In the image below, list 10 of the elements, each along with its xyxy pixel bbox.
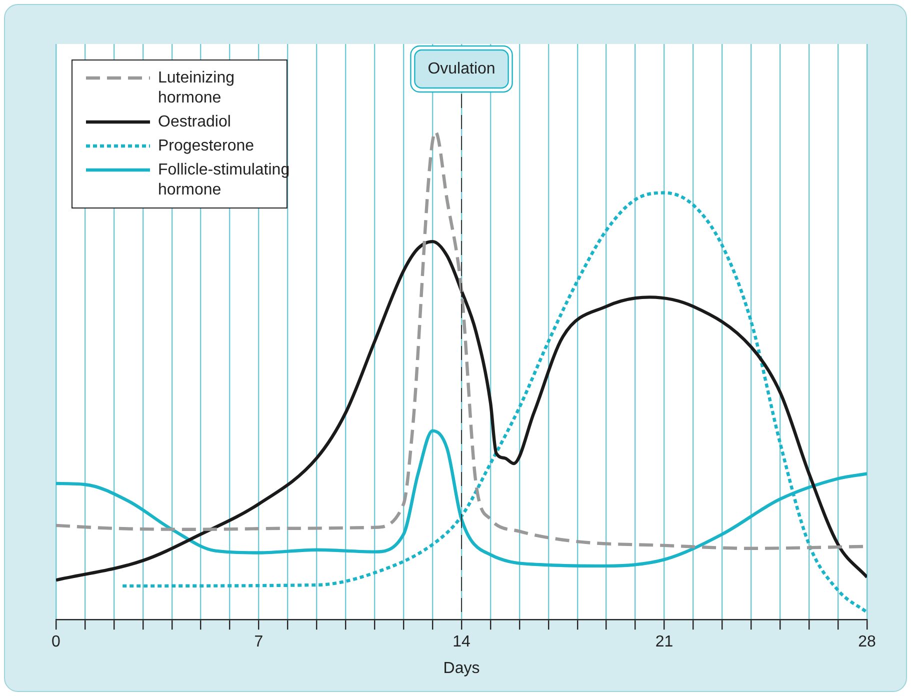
x-tick-label: 21 (655, 634, 674, 651)
legend-label: Luteinizing hormone (158, 69, 234, 106)
x-tick-label: 7 (254, 634, 264, 651)
x-tick-label: 14 (452, 634, 470, 651)
x-tick-label: 0 (52, 634, 61, 651)
x-tick-label: 28 (858, 634, 876, 651)
ref-line-label: Ovulation (428, 60, 496, 78)
x-axis-title: Days (443, 660, 480, 677)
legend-label: Progesterone (158, 137, 254, 154)
legend-label: Oestradiol (158, 113, 231, 130)
